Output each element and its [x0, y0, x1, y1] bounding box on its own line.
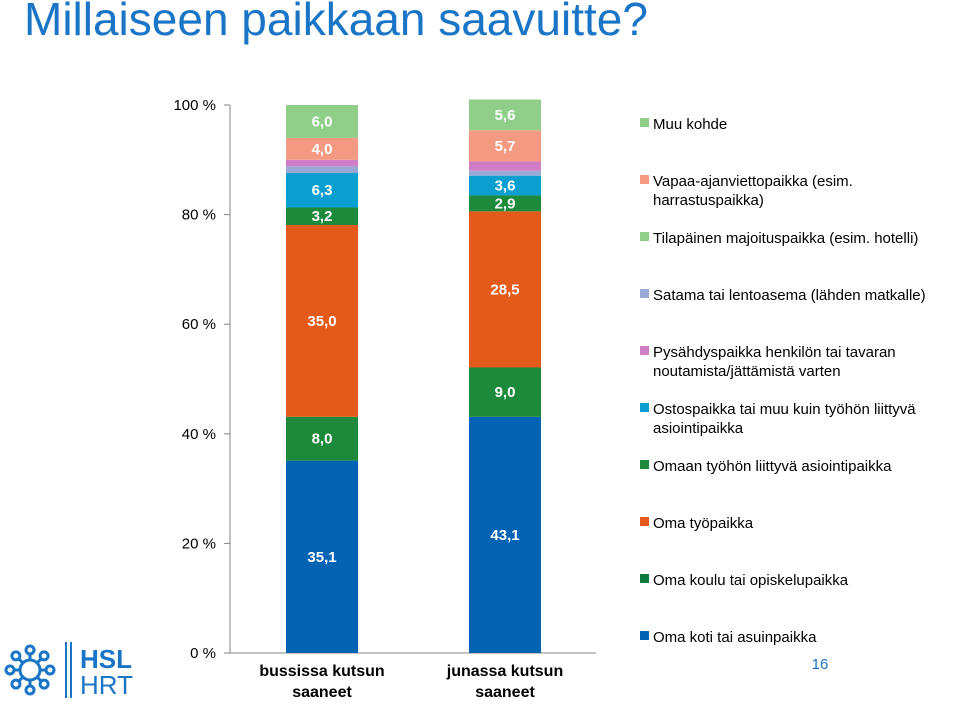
y-tick-label: 80 %: [182, 207, 216, 224]
logo-ray-dot: [24, 644, 36, 656]
data-label: 35,0: [307, 313, 336, 330]
bar-segment: [469, 195, 541, 212]
legend-swatch: [640, 232, 649, 241]
bar-segment: [469, 130, 541, 162]
legend-entry: Oma koulu tai opiskelupaikka: [653, 572, 849, 589]
data-label: 6,3: [312, 182, 333, 199]
legend-entry: Pysähdyspaikka henkilön tai tavaran: [653, 344, 896, 361]
y-tick-label: 100 %: [173, 97, 216, 114]
bar-segment: [469, 99, 541, 131]
x-tick-label: junassa kutsun: [446, 663, 563, 680]
bar-segment: [286, 172, 358, 208]
logo-ray-line: [17, 657, 24, 664]
data-label: 5,6: [495, 107, 516, 124]
data-label: 6,0: [312, 113, 333, 130]
legend-swatch: [640, 175, 649, 184]
legend-swatch: [640, 574, 649, 583]
legend-entry: Ostospaikka tai muu kuin työhön liittyvä: [653, 401, 916, 418]
x-tick-label: bussissa kutsun: [259, 663, 384, 680]
logo-ray-dot: [10, 678, 22, 690]
bar-segment: [286, 460, 358, 653]
legend-swatch: [640, 460, 649, 469]
logo-ray-dot: [44, 664, 56, 676]
legend-swatch: [640, 631, 649, 640]
bar-segment: [286, 105, 358, 138]
logo-ray-line: [36, 676, 43, 683]
legend-entry: Vapaa-ajanviettopaikka (esim.: [653, 173, 853, 190]
logo-ray-line: [36, 657, 43, 664]
logo-ray-dot: [38, 678, 50, 690]
data-label: 35,1: [307, 549, 336, 566]
legend-entry: harrastuspaikka): [653, 192, 764, 209]
bar-segment: [469, 367, 541, 417]
legend-swatch: [640, 289, 649, 298]
data-label: 4,0: [312, 141, 333, 158]
legend-entry: Omaan työhön liittyvä asiointipaikka: [653, 458, 892, 475]
data-label: 2,9: [495, 195, 516, 212]
legend-swatch: [640, 346, 649, 355]
bar-segment: [286, 207, 358, 226]
legend-entry: noutamista/jättämistä varten: [653, 363, 841, 380]
bar-segment: [469, 175, 541, 196]
logo-ray-dot: [10, 650, 22, 662]
logo-text-hsl: HSL: [80, 644, 132, 674]
page-number: 16: [811, 656, 829, 673]
bar-segment: [286, 416, 358, 461]
legend-entry: Satama tai lentoasema (lähden matkalle): [653, 287, 926, 304]
logo-sun-icon: [4, 644, 56, 696]
y-tick-label: 40 %: [182, 426, 216, 443]
logo-ray-dot: [38, 650, 50, 662]
x-tick-label: saaneet: [475, 684, 535, 701]
data-label: 43,1: [490, 527, 519, 544]
hsl-hrt-logo: HSL HRT: [4, 642, 133, 700]
data-label: 3,6: [495, 178, 516, 195]
legend-swatch: [640, 403, 649, 412]
data-label: 28,5: [490, 281, 519, 298]
data-label: 3,2: [312, 208, 333, 225]
y-tick-label: 60 %: [182, 316, 216, 333]
legend-entry: asiointipaikka: [653, 420, 744, 437]
bar-segment: [286, 225, 358, 417]
bar-segment: [286, 137, 358, 160]
logo-ray-dot: [24, 684, 36, 696]
legend-entry: Muu kohde: [653, 116, 727, 133]
bar-segment: [469, 170, 541, 176]
bar-segment: [286, 159, 358, 167]
legend-swatch: [640, 517, 649, 526]
y-tick-label: 20 %: [182, 535, 216, 552]
legend-swatch: [640, 118, 649, 127]
logo-ray-dot: [4, 664, 16, 676]
bar-segment: [469, 416, 541, 653]
data-label: 9,0: [495, 384, 516, 401]
logo-ray-line: [17, 676, 24, 683]
logo-text-hrt: HRT: [80, 670, 133, 700]
legend-entry: Oma koti tai asuinpaikka: [653, 629, 817, 646]
bar-segment: [286, 166, 358, 173]
data-label: 8,0: [312, 431, 333, 448]
page-title: Millaiseen paikkaan saavuitte?: [24, 0, 648, 45]
legend-entry: Oma työpaikka: [653, 515, 754, 532]
bar-segment: [469, 161, 541, 171]
data-label: 5,7: [495, 138, 516, 155]
legend-entry: Tilapäinen majoituspaikka (esim. hotelli…: [653, 230, 918, 247]
y-tick-label: 0 %: [190, 645, 216, 662]
x-tick-label: saaneet: [292, 684, 352, 701]
bar-segment: [469, 211, 541, 368]
